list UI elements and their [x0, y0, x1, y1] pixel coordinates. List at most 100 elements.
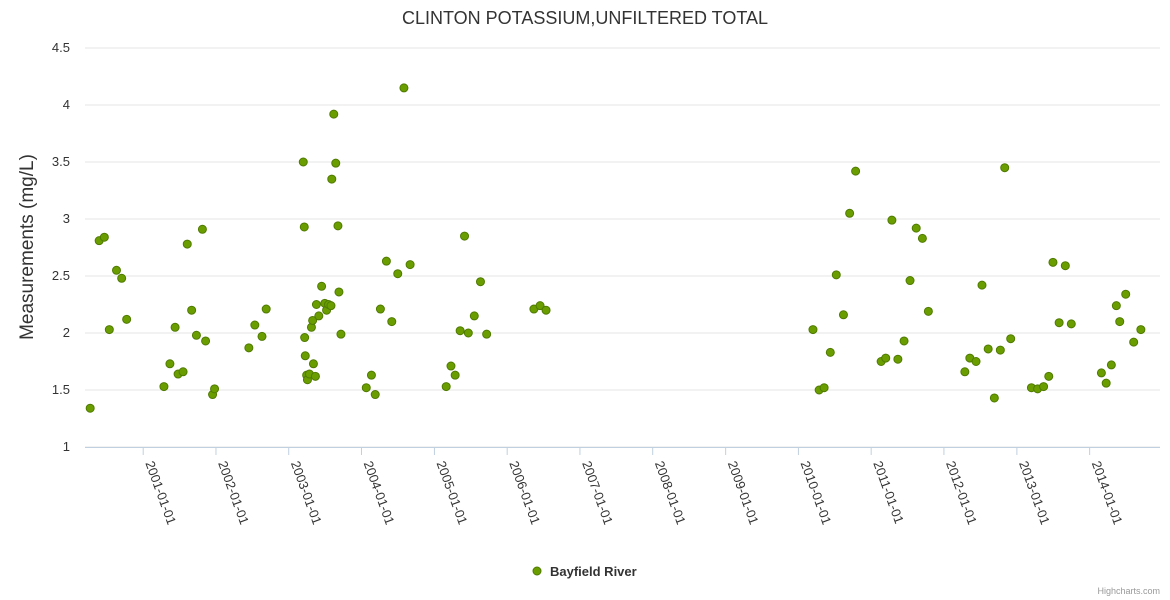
data-point[interactable] — [1060, 261, 1070, 271]
data-point[interactable] — [831, 270, 841, 280]
data-point[interactable] — [469, 311, 479, 321]
data-point[interactable] — [375, 304, 385, 314]
data-point[interactable] — [197, 224, 207, 234]
data-point[interactable] — [455, 326, 465, 336]
data-point[interactable] — [475, 277, 485, 287]
x-tick-label: 2001-01-01 — [142, 459, 179, 527]
data-point[interactable] — [333, 221, 343, 231]
data-point[interactable] — [1006, 334, 1016, 344]
data-point[interactable] — [1066, 319, 1076, 329]
data-point[interactable] — [1039, 382, 1049, 392]
data-point[interactable] — [298, 157, 308, 167]
data-point[interactable] — [314, 311, 324, 321]
data-point[interactable] — [331, 158, 341, 168]
data-point[interactable] — [300, 333, 310, 343]
data-point[interactable] — [111, 265, 121, 275]
data-point[interactable] — [1111, 301, 1121, 311]
data-point[interactable] — [327, 174, 337, 184]
data-point[interactable] — [825, 347, 835, 357]
data-point[interactable] — [170, 322, 180, 332]
data-point[interactable] — [1054, 318, 1064, 328]
y-tick-label: 3.5 — [52, 154, 70, 169]
data-point[interactable] — [1106, 360, 1116, 370]
data-point[interactable] — [1000, 163, 1010, 173]
legend[interactable]: Bayfield River — [532, 564, 637, 579]
data-point[interactable] — [399, 83, 409, 93]
data-point[interactable] — [541, 305, 551, 315]
data-point[interactable] — [899, 336, 909, 346]
data-point[interactable] — [387, 317, 397, 327]
data-point[interactable] — [977, 280, 987, 290]
data-point[interactable] — [851, 166, 861, 176]
data-point[interactable] — [300, 351, 310, 361]
data-point[interactable] — [122, 314, 132, 324]
data-point[interactable] — [1115, 317, 1125, 327]
data-point[interactable] — [463, 328, 473, 338]
data-point[interactable] — [299, 222, 309, 232]
data-point[interactable] — [917, 233, 927, 243]
data-point[interactable] — [819, 383, 829, 393]
data-point[interactable] — [441, 382, 451, 392]
data-point[interactable] — [535, 301, 545, 311]
legend-item-bayfield-river[interactable]: Bayfield River — [550, 564, 637, 579]
data-point[interactable] — [366, 370, 376, 380]
data-point[interactable] — [1044, 371, 1054, 381]
data-point[interactable] — [1136, 325, 1146, 335]
data-point[interactable] — [361, 383, 371, 393]
data-point[interactable] — [1096, 368, 1106, 378]
data-point[interactable] — [1048, 257, 1058, 267]
data-point[interactable] — [210, 384, 220, 394]
data-point[interactable] — [838, 310, 848, 320]
data-point[interactable] — [460, 231, 470, 241]
data-point[interactable] — [308, 359, 318, 369]
data-point[interactable] — [1101, 378, 1111, 388]
data-point[interactable] — [482, 329, 492, 339]
data-point[interactable] — [334, 287, 344, 297]
data-point[interactable] — [983, 344, 993, 354]
data-point[interactable] — [187, 305, 197, 315]
data-point[interactable] — [881, 353, 891, 363]
data-point[interactable] — [450, 370, 460, 380]
data-point[interactable] — [326, 301, 336, 311]
data-point[interactable] — [191, 330, 201, 340]
data-point[interactable] — [104, 325, 114, 335]
data-point[interactable] — [971, 357, 981, 366]
data-point[interactable] — [381, 256, 391, 266]
data-point[interactable] — [310, 371, 320, 381]
data-point[interactable] — [165, 359, 175, 369]
data-point[interactable] — [311, 300, 321, 309]
data-point[interactable] — [923, 306, 933, 316]
data-point[interactable] — [911, 223, 921, 233]
data-point[interactable] — [85, 403, 95, 413]
data-point[interactable] — [329, 109, 339, 119]
data-point[interactable] — [261, 304, 271, 314]
data-point[interactable] — [989, 393, 999, 403]
data-point[interactable] — [887, 215, 897, 225]
data-point[interactable] — [446, 361, 456, 371]
data-point[interactable] — [250, 320, 260, 330]
data-point[interactable] — [1121, 289, 1131, 299]
data-point[interactable] — [808, 325, 818, 335]
x-tick-label: 2004-01-01 — [361, 459, 398, 527]
data-point[interactable] — [308, 315, 318, 325]
data-point[interactable] — [905, 276, 915, 286]
data-point[interactable] — [178, 367, 188, 377]
data-point[interactable] — [244, 343, 254, 353]
credits-link[interactable]: Highcharts.com — [1097, 586, 1160, 596]
data-point[interactable] — [393, 269, 403, 279]
data-point[interactable] — [117, 273, 127, 283]
data-point[interactable] — [845, 208, 855, 218]
data-point[interactable] — [159, 382, 169, 392]
data-point[interactable] — [370, 390, 380, 400]
data-point[interactable] — [317, 281, 327, 291]
data-point[interactable] — [201, 336, 211, 346]
data-point[interactable] — [257, 331, 267, 341]
data-point[interactable] — [182, 239, 192, 249]
data-point[interactable] — [1129, 337, 1139, 347]
data-point[interactable] — [995, 345, 1005, 355]
data-point[interactable] — [336, 329, 346, 339]
data-point[interactable] — [99, 232, 109, 242]
data-point[interactable] — [405, 260, 415, 270]
data-point[interactable] — [893, 354, 903, 364]
data-point[interactable] — [960, 367, 970, 377]
